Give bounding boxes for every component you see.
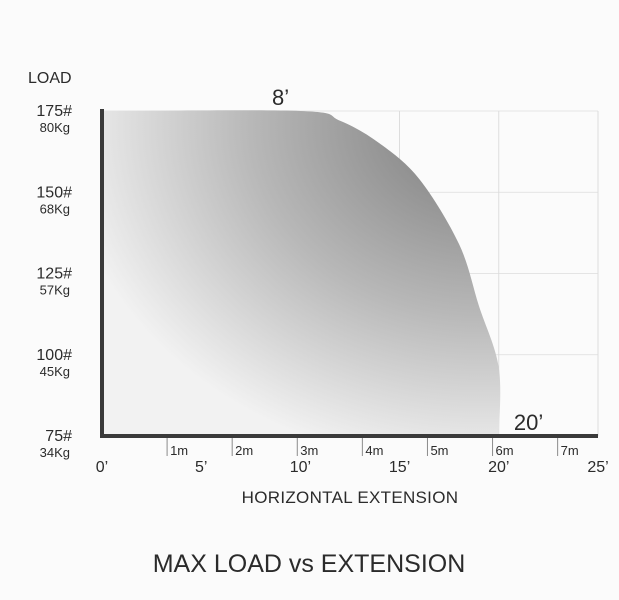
- x-axis-title: HORIZONTAL EXTENSION: [242, 488, 459, 507]
- x-tick-label-meters: 7m: [561, 443, 579, 458]
- x-tick-label-feet: 5’: [195, 459, 207, 476]
- chart-annotations: 8’ 20’: [272, 85, 543, 435]
- y-axis-title: LOAD: [28, 70, 72, 87]
- x-tick-label-feet: 0’: [96, 459, 108, 476]
- y-tick-labels: 175#80Kg 150#68Kg 125#57Kg 100#45Kg 75#34Kg: [36, 103, 72, 460]
- load-area: [102, 110, 501, 437]
- chart-title: MAX LOAD vs EXTENSION: [153, 550, 466, 578]
- x-tick-label-meters: 4m: [365, 443, 383, 458]
- chart-annotation: 20’: [514, 410, 543, 435]
- x-tick-labels-feet: 0’ 5’ 10’ 15’ 20’ 25’: [96, 459, 609, 476]
- x-tick-label-feet: 20’: [488, 459, 509, 476]
- x-tick-label-meters: 2m: [235, 443, 253, 458]
- x-tick-label-meters: 5m: [430, 443, 448, 458]
- chart-annotation: 8’: [272, 85, 289, 110]
- x-tick-label-meters: 1m: [170, 443, 188, 458]
- x-tick-labels-meters: 1m 2m 3m 4m 5m 6m 7m: [166, 438, 579, 458]
- y-tick-sublabel: 45Kg: [40, 364, 70, 379]
- y-tick-label: 75#: [45, 428, 72, 445]
- y-tick-label: 100#: [36, 347, 72, 364]
- y-tick-label: 125#: [36, 266, 72, 283]
- x-tick-label-feet: 25’: [587, 459, 608, 476]
- x-tick-label-feet: 10’: [290, 459, 311, 476]
- y-tick-sublabel: 57Kg: [40, 283, 70, 298]
- x-tick-label-meters: 3m: [300, 443, 318, 458]
- y-tick-sublabel: 80Kg: [40, 120, 70, 135]
- x-tick-label-meters: 6m: [496, 443, 514, 458]
- y-tick-label: 175#: [36, 103, 72, 120]
- y-tick-label: 150#: [36, 184, 72, 201]
- x-tick-label-feet: 15’: [389, 459, 410, 476]
- y-tick-sublabel: 34Kg: [40, 445, 70, 460]
- y-tick-sublabel: 68Kg: [40, 201, 70, 216]
